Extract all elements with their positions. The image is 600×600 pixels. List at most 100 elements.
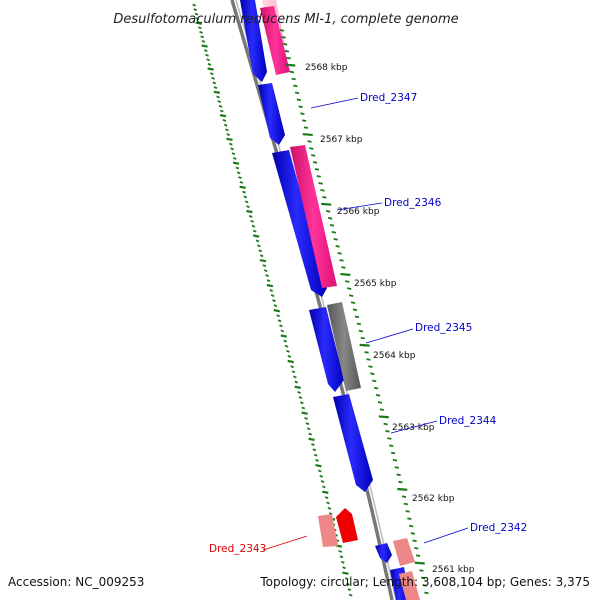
gc-mark [280, 329, 285, 333]
gc-mark [279, 324, 283, 328]
ruler-tick [307, 140, 312, 143]
genome-backbone-outer [230, 0, 394, 600]
gene-label-dred-2343[interactable]: Dred_2343 [209, 543, 266, 555]
ruler-tick [285, 63, 296, 67]
ruler-tick [420, 576, 426, 580]
ruler-tick [407, 517, 412, 520]
gene-arrow [393, 538, 415, 566]
ruler-track [279, 29, 429, 595]
ruler-tick [284, 49, 290, 53]
gc-mark [201, 44, 208, 48]
forward-strand-genes [240, 0, 410, 600]
ruler-tick [378, 415, 389, 419]
gc-mark [250, 219, 254, 223]
gene-label-dred-2344[interactable]: Dred_2344 [439, 415, 497, 427]
ruler-tick [356, 322, 362, 326]
gc-mark [195, 21, 202, 25]
ruler-tick [294, 91, 300, 95]
gc-mark [239, 185, 246, 189]
gc-mark [320, 480, 325, 484]
ruler-tick [321, 202, 332, 206]
ruler-tick [360, 336, 365, 340]
gc-mark [298, 396, 303, 400]
gc-mark [291, 370, 296, 374]
tick-label: 2565 kbp [354, 279, 397, 289]
gc-mark [225, 128, 229, 132]
gc-mark [223, 123, 228, 127]
ruler-tick [335, 245, 340, 248]
gc-mark [192, 3, 196, 7]
gc-mark [294, 380, 299, 384]
ruler-tick [331, 231, 337, 234]
reverse-strand-genes [260, 6, 420, 600]
gc-mark [347, 588, 352, 592]
gene-label-dred-2346[interactable]: Dred_2346 [384, 197, 442, 209]
gc-mark [230, 147, 234, 151]
gc-mark [193, 8, 198, 12]
gc-mark [232, 161, 240, 165]
ruler-tick [364, 351, 369, 354]
ruler-tick [414, 546, 419, 550]
gc-mark [212, 81, 217, 85]
gc-mark [228, 142, 233, 146]
ruler-tick [408, 524, 414, 528]
gene-label-dred-2342[interactable]: Dred_2342 [470, 522, 527, 534]
gc-mark [346, 582, 350, 586]
gene-arrow [258, 83, 285, 145]
ruler-tick [394, 466, 399, 469]
ruler-tick [375, 393, 381, 397]
gc-mark [265, 274, 269, 278]
gc-mark [251, 224, 256, 228]
gc-mark [252, 229, 257, 233]
gc-mark [294, 385, 301, 389]
ruler-tick [419, 569, 424, 572]
gene-label-dred-2345[interactable]: Dred_2345 [415, 322, 472, 334]
gc-mark [287, 354, 292, 358]
gc-mark [246, 205, 250, 209]
gc-mark [324, 496, 329, 500]
ruler-tick [300, 112, 305, 115]
tick-label: 2564 kbp [373, 351, 416, 361]
ruler-tick [341, 266, 346, 269]
gc-mark [235, 166, 240, 170]
ruler-tick [405, 510, 410, 513]
gc-mark [207, 67, 214, 71]
ruler-tick [329, 224, 335, 227]
gc-mark [248, 214, 253, 218]
ruler-tick [359, 343, 370, 347]
gc-mark [319, 474, 324, 478]
gc-mark [216, 95, 220, 99]
ruler-tick [320, 189, 325, 192]
ruler-tick [424, 591, 429, 595]
gc-mark [226, 137, 233, 142]
gc-mark [211, 76, 215, 80]
gc-mark [269, 289, 274, 293]
ruler-tick [318, 182, 323, 185]
gc-mark [304, 416, 308, 420]
ruler-tick [352, 308, 358, 312]
ruler-tick [301, 119, 307, 122]
ruler-tick [358, 329, 363, 333]
ruler-tick [283, 42, 288, 46]
gc-mark [305, 422, 310, 426]
gene-arrow [318, 514, 338, 547]
gene-label-dred-2347[interactable]: Dred_2347 [360, 92, 417, 104]
gene-arrow [327, 302, 361, 391]
gc-mark [308, 437, 315, 442]
gc-mark [200, 35, 205, 39]
ruler-tick [309, 147, 314, 150]
ruler-tick [414, 561, 425, 565]
ruler-tick [279, 29, 285, 32]
gc-mark [340, 560, 345, 564]
kbp-labels: 2568 kbp 2567 kbp 2566 kbp 2565 kbp 2564… [305, 63, 475, 575]
tick-label: 2563 kbp [392, 423, 435, 433]
gc-mark [195, 17, 200, 21]
ruler-tick [293, 84, 298, 88]
map-title: Desulfotomaculum reducens MI-1, complete… [113, 12, 458, 27]
gc-mark [213, 90, 221, 94]
gc-mark [243, 195, 248, 199]
gc-mark [308, 432, 312, 436]
accession-text: Accession: NC_009253 [8, 575, 144, 589]
gc-mark [213, 86, 218, 90]
gc-mark [277, 319, 282, 323]
